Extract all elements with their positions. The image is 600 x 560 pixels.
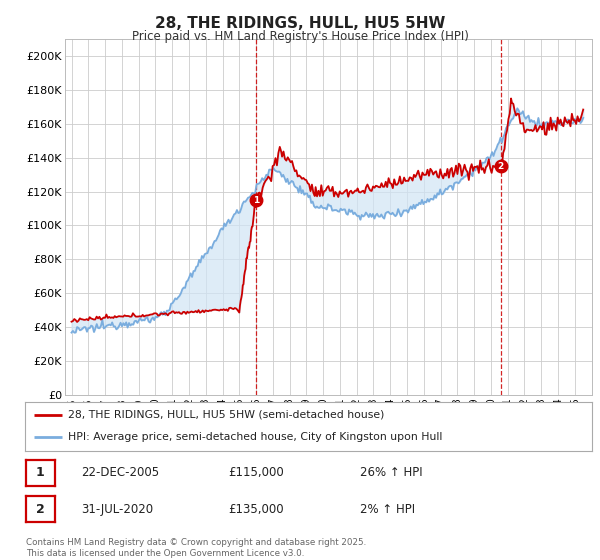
Text: 22-DEC-2005: 22-DEC-2005 bbox=[81, 466, 159, 479]
Text: 2: 2 bbox=[36, 502, 44, 516]
Text: 26% ↑ HPI: 26% ↑ HPI bbox=[360, 466, 422, 479]
Text: 2: 2 bbox=[497, 162, 504, 171]
Text: 28, THE RIDINGS, HULL, HU5 5HW (semi-detached house): 28, THE RIDINGS, HULL, HU5 5HW (semi-det… bbox=[68, 410, 384, 420]
Text: 1: 1 bbox=[253, 195, 259, 204]
Text: 28, THE RIDINGS, HULL, HU5 5HW: 28, THE RIDINGS, HULL, HU5 5HW bbox=[155, 16, 445, 31]
Text: 31-JUL-2020: 31-JUL-2020 bbox=[81, 502, 153, 516]
Text: Contains HM Land Registry data © Crown copyright and database right 2025.
This d: Contains HM Land Registry data © Crown c… bbox=[26, 538, 366, 558]
Text: HPI: Average price, semi-detached house, City of Kingston upon Hull: HPI: Average price, semi-detached house,… bbox=[68, 432, 442, 442]
Text: 1: 1 bbox=[36, 466, 44, 479]
Text: £135,000: £135,000 bbox=[228, 502, 284, 516]
Text: Price paid vs. HM Land Registry's House Price Index (HPI): Price paid vs. HM Land Registry's House … bbox=[131, 30, 469, 43]
Text: £115,000: £115,000 bbox=[228, 466, 284, 479]
Text: 2% ↑ HPI: 2% ↑ HPI bbox=[360, 502, 415, 516]
